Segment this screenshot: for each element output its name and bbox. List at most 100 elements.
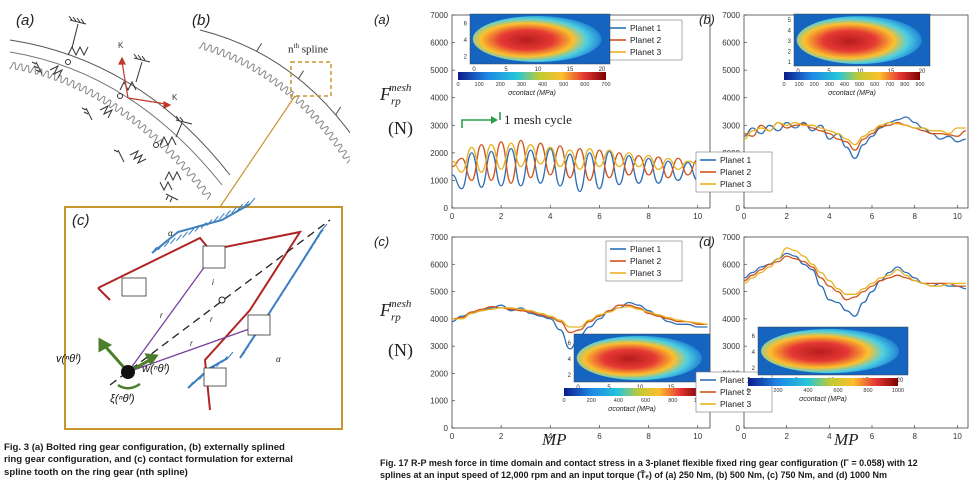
ring-outer-arc-a [9, 39, 231, 176]
inset-xtick: 0 [472, 67, 476, 73]
inset-ytick: 2 [788, 49, 792, 55]
colorbar-tick: 200 [773, 388, 782, 394]
hatch-mark-14 [237, 203, 244, 211]
hatch-mark-30 [273, 299, 279, 306]
colorbar-tick: 0 [456, 82, 459, 88]
xlabel-right: MP [834, 430, 859, 449]
series-line-planet-1 [451, 148, 708, 193]
hatch-mark-11 [218, 212, 225, 220]
inset-ytick: 6 [568, 341, 572, 347]
legend-label: Planet 3 [720, 179, 751, 189]
gear-teeth-a [8, 62, 212, 200]
hatch-mark-28 [280, 287, 287, 295]
hatch-mark-47 [227, 351, 234, 359]
inset-ytick: 5 [788, 18, 792, 24]
colorbar-tick: 700 [885, 82, 894, 88]
legend-label: Planet 1 [720, 375, 751, 385]
xtick-label: 6 [597, 432, 602, 441]
inset-xtick: 15 [567, 67, 574, 73]
inset-xtick: 5 [504, 67, 508, 73]
svg-text:i: i [212, 278, 214, 287]
hatch-mark-24 [295, 264, 302, 272]
hatch-mark-2 [163, 240, 170, 248]
svg-text:r: r [190, 339, 193, 348]
colorbar-label: σcontact (MPa) [508, 90, 556, 97]
hatch-mark-45 [216, 360, 222, 367]
inset-ytick: 6 [752, 334, 756, 340]
inset-ytick: 2 [752, 366, 756, 372]
ring-inner-arc-a [9, 51, 223, 186]
series-line-planet-2 [743, 255, 966, 301]
svg-text:r: r [160, 311, 163, 320]
inset-ytick: 4 [788, 29, 792, 35]
fig3-panel-label-b: (b) [192, 12, 211, 29]
xtick-label: 2 [784, 432, 789, 441]
inset-frame [793, 13, 931, 67]
colorbar-tick: 200 [587, 398, 596, 404]
ytick-label: 0 [444, 424, 449, 433]
ytick-label: 0 [444, 204, 449, 213]
inset-xtick: 20 [599, 67, 606, 73]
hatch-mark-26 [288, 276, 294, 283]
colorbar-tick: 300 [517, 82, 526, 88]
legend-label: Planet 2 [720, 387, 751, 397]
fig3-panel-label-a: (a) [16, 12, 35, 29]
panel-label: (a) [374, 12, 390, 27]
xtick-label: 6 [870, 432, 875, 441]
panel-3: 010002000300040005000600070000246810(d)P… [695, 233, 969, 441]
inset-ytick: 2 [568, 373, 572, 379]
hatch-mark-25 [291, 270, 298, 277]
inset-frame [469, 13, 611, 65]
hatch-mark-40 [187, 381, 194, 389]
hatch-mark-17 [321, 223, 328, 231]
ytick-label: 3000 [430, 342, 448, 351]
inset-contact-map [761, 328, 899, 374]
xtick-label: 10 [693, 212, 702, 221]
xtick-label: 10 [953, 212, 962, 221]
legend-label: Planet 1 [630, 244, 661, 254]
ytick-label: 1000 [430, 397, 448, 406]
spline-tooth-outline [97, 230, 303, 411]
hatch-mark-31 [269, 305, 276, 312]
hatch-mark-36 [250, 334, 257, 341]
legend-label: Planet 2 [720, 167, 751, 177]
inset-ytick: 4 [752, 350, 756, 356]
ytick-label: 2000 [430, 149, 448, 158]
colorbar [784, 72, 920, 80]
normal-label-box-fr [202, 245, 226, 269]
xtick-label: 2 [784, 212, 789, 221]
colorbar-tick: 900 [915, 82, 924, 88]
hatch-mark-15 [243, 200, 250, 208]
hatch-mark-27 [284, 281, 291, 289]
colorbar-tick: 200 [810, 82, 819, 88]
axis-label-w: w(ⁿθᶠ) [142, 363, 170, 375]
xtick-label: 0 [742, 432, 747, 441]
colorbar-tick: 600 [833, 388, 842, 394]
hatch-mark-0 [151, 246, 158, 254]
colorbar-tick: 800 [900, 82, 909, 88]
ytick-label: 4000 [430, 94, 448, 103]
inset-ytick: 4 [464, 38, 468, 44]
inset-xtick: 20 [919, 69, 926, 75]
inset-contact-map [472, 16, 602, 62]
ytick-label: 4000 [430, 315, 448, 324]
axis-label-v: v(ⁿθᶠ) [56, 353, 81, 365]
inset-frame [573, 333, 711, 383]
hatch-mark-5 [182, 231, 189, 239]
hatch-mark-20 [310, 241, 317, 248]
xtick-label: 8 [646, 212, 651, 221]
origin-node [121, 365, 135, 379]
xtick-label: 8 [912, 432, 917, 441]
xlabel-left: MP [542, 430, 567, 449]
hatch-mark-41 [193, 377, 200, 385]
zoom-connector-line [219, 95, 296, 208]
legend-label: Planet 1 [630, 23, 661, 33]
detail-frame-c [64, 206, 343, 430]
ylabel-bottom-unit: (N) [388, 340, 413, 360]
colorbar-label: σcontact (MPa) [608, 406, 656, 413]
inset-ytick: 6 [464, 21, 468, 27]
hatch-mark-10 [212, 216, 219, 223]
bolt-spring-4 [159, 170, 182, 203]
line-label-box-bk [203, 367, 227, 387]
hatch-mark-6 [188, 228, 195, 235]
